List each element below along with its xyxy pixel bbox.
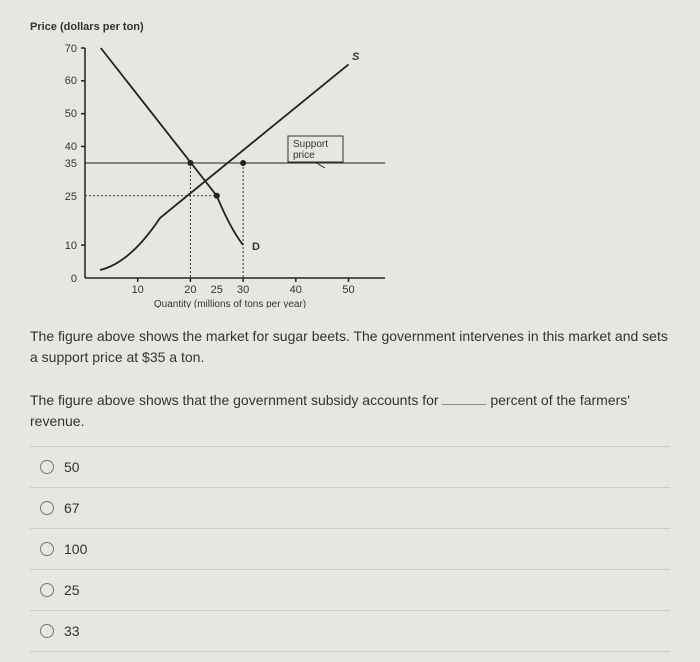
- support-label-2: price: [293, 150, 315, 161]
- option-row[interactable]: 67: [30, 488, 670, 529]
- radio-icon[interactable]: [40, 624, 54, 638]
- svg-text:50: 50: [342, 284, 354, 296]
- radio-icon[interactable]: [40, 542, 54, 556]
- svg-text:70: 70: [65, 43, 77, 55]
- option-label: 25: [64, 582, 80, 598]
- question-context: The figure above shows the market for su…: [30, 326, 670, 368]
- svg-text:10: 10: [65, 240, 77, 252]
- option-label: 33: [64, 623, 80, 639]
- svg-text:0: 0: [71, 273, 77, 285]
- svg-text:30: 30: [237, 284, 249, 296]
- svg-text:40: 40: [290, 284, 302, 296]
- option-row[interactable]: 100: [30, 529, 670, 570]
- option-row[interactable]: 50: [30, 447, 670, 488]
- option-row[interactable]: 25: [30, 570, 670, 611]
- svg-text:35: 35: [65, 158, 77, 170]
- point-supply-support: [240, 160, 246, 166]
- option-label: 67: [64, 500, 80, 516]
- point-demand-support: [187, 160, 193, 166]
- demand-curve: [101, 48, 243, 245]
- support-label-1: Support: [293, 139, 328, 150]
- demand-label: D: [252, 241, 260, 253]
- answer-options: 50 67 100 25 33: [30, 446, 670, 652]
- supply-demand-chart: Price (dollars per ton) 70 60 50 40 35 2…: [30, 18, 410, 308]
- option-label: 100: [64, 541, 87, 557]
- svg-text:25: 25: [211, 284, 223, 296]
- svg-text:25: 25: [65, 191, 77, 203]
- question-prompt: The figure above shows that the governme…: [30, 390, 670, 432]
- svg-text:10: 10: [132, 284, 144, 296]
- svg-text:60: 60: [65, 75, 77, 87]
- svg-text:40: 40: [65, 141, 77, 153]
- y-axis-title: Price (dollars per ton): [30, 21, 144, 33]
- prompt-before: The figure above shows that the governme…: [30, 392, 442, 408]
- x-ticks: 10 20 25 30 40 50: [132, 278, 355, 296]
- svg-text:50: 50: [65, 108, 77, 120]
- point-equilibrium: [214, 193, 220, 199]
- fill-blank: [442, 391, 486, 405]
- option-label: 50: [64, 459, 80, 475]
- radio-icon[interactable]: [40, 460, 54, 474]
- option-row[interactable]: 33: [30, 611, 670, 652]
- svg-text:20: 20: [184, 284, 196, 296]
- y-ticks: 70 60 50 40 35 25 10 0: [65, 43, 85, 285]
- supply-label: S: [352, 51, 360, 63]
- radio-icon[interactable]: [40, 583, 54, 597]
- radio-icon[interactable]: [40, 501, 54, 515]
- x-axis-title: Quantity (millions of tons per year): [154, 299, 306, 308]
